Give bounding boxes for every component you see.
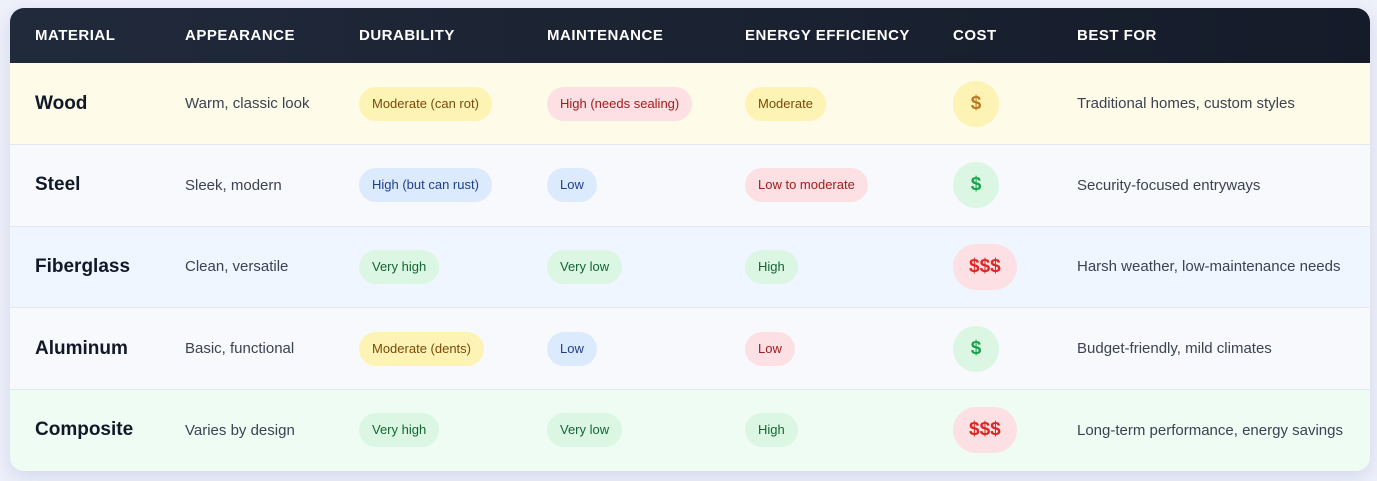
header-energy-efficiency: ENERGY EFFICIENCY (745, 27, 910, 44)
cost-cell: $ (928, 145, 1052, 227)
maintenance-badge: Very low (547, 413, 623, 448)
cost-cell: $ (928, 63, 1052, 145)
durability-cell: High (but can rust) (334, 145, 522, 227)
best-for-cell: Harsh weather, low-maintenance needs (1077, 258, 1341, 276)
cost-cell: $ (928, 308, 1052, 390)
efficiency-badge: High (745, 413, 798, 448)
durability-badge: Moderate (dents) (359, 331, 484, 366)
durability-cell: Moderate (can rot) (334, 63, 522, 145)
maintenance-cell: Very low (522, 389, 720, 471)
durability-badge: Very high (359, 249, 440, 284)
cost-badge: $$$ (953, 243, 1017, 290)
efficiency-badge: Moderate (745, 86, 826, 121)
best-for-cell: Long-term performance, energy savings (1077, 421, 1343, 439)
appearance-cell: Varies by design (185, 421, 295, 439)
durability-cell: Moderate (dents) (334, 308, 522, 390)
efficiency-badge: High (745, 249, 798, 284)
maintenance-badge: Low (547, 168, 597, 203)
door-material-comparison-table: MATERIAL APPEARANCE DURABILITY MAINTENAN… (10, 8, 1370, 471)
durability-badge: Very high (359, 413, 440, 448)
cost-badge: $ (953, 162, 999, 209)
appearance-cell: Clean, versatile (185, 258, 289, 276)
cost-cell: $$$ (928, 226, 1052, 308)
header-cost: COST (953, 27, 997, 44)
cost-badge: $ (953, 80, 999, 127)
header-appearance: APPEARANCE (185, 27, 296, 44)
header-maintenance: MAINTENANCE (547, 27, 664, 44)
maintenance-cell: Low (522, 145, 720, 227)
efficiency-badge: Low to moderate (745, 168, 868, 203)
cost-cell: $$$ (928, 389, 1052, 471)
best-for-cell: Security-focused entryways (1077, 176, 1261, 194)
header-durability: DURABILITY (359, 27, 455, 44)
table-row: Wood Warm, classic look Moderate (can ro… (10, 63, 1370, 145)
maintenance-cell: Very low (522, 226, 720, 308)
durability-badge: Moderate (can rot) (359, 86, 492, 121)
material-name: Wood (35, 92, 88, 114)
maintenance-badge: High (needs sealing) (547, 86, 693, 121)
maintenance-cell: Low (522, 308, 720, 390)
appearance-cell: Sleek, modern (185, 176, 282, 194)
header-material: MATERIAL (35, 27, 116, 44)
table-row: Fiberglass Clean, versatile Very high Ve… (10, 226, 1370, 308)
material-name: Composite (35, 419, 134, 441)
efficiency-cell: High (720, 389, 928, 471)
header-best-for: BEST FOR (1077, 27, 1157, 44)
appearance-cell: Warm, classic look (185, 95, 310, 113)
table-row: Steel Sleek, modern High (but can rust) … (10, 144, 1370, 227)
best-for-cell: Budget-friendly, mild climates (1077, 340, 1272, 358)
best-for-cell: Traditional homes, custom styles (1077, 95, 1295, 113)
efficiency-cell: Low to moderate (720, 145, 928, 227)
maintenance-badge: Very low (547, 249, 623, 284)
efficiency-badge: Low (745, 331, 795, 366)
cost-badge: $ (953, 325, 999, 372)
efficiency-cell: High (720, 226, 928, 308)
table-header-row: MATERIAL APPEARANCE DURABILITY MAINTENAN… (10, 8, 1370, 63)
efficiency-cell: Low (720, 308, 928, 390)
comparison-table-card: MATERIAL APPEARANCE DURABILITY MAINTENAN… (10, 8, 1370, 471)
appearance-cell: Basic, functional (185, 340, 295, 358)
durability-badge: High (but can rust) (359, 168, 492, 203)
material-name: Steel (35, 174, 81, 196)
table-row: Aluminum Basic, functional Moderate (den… (10, 307, 1370, 390)
table-row: Composite Varies by design Very high Ver… (10, 389, 1370, 471)
cost-badge: $$$ (953, 407, 1017, 454)
maintenance-badge: Low (547, 331, 597, 366)
durability-cell: Very high (334, 389, 522, 471)
durability-cell: Very high (334, 226, 522, 308)
maintenance-cell: High (needs sealing) (522, 63, 720, 145)
material-name: Fiberglass (35, 255, 131, 277)
material-name: Aluminum (35, 337, 128, 359)
efficiency-cell: Moderate (720, 63, 928, 145)
